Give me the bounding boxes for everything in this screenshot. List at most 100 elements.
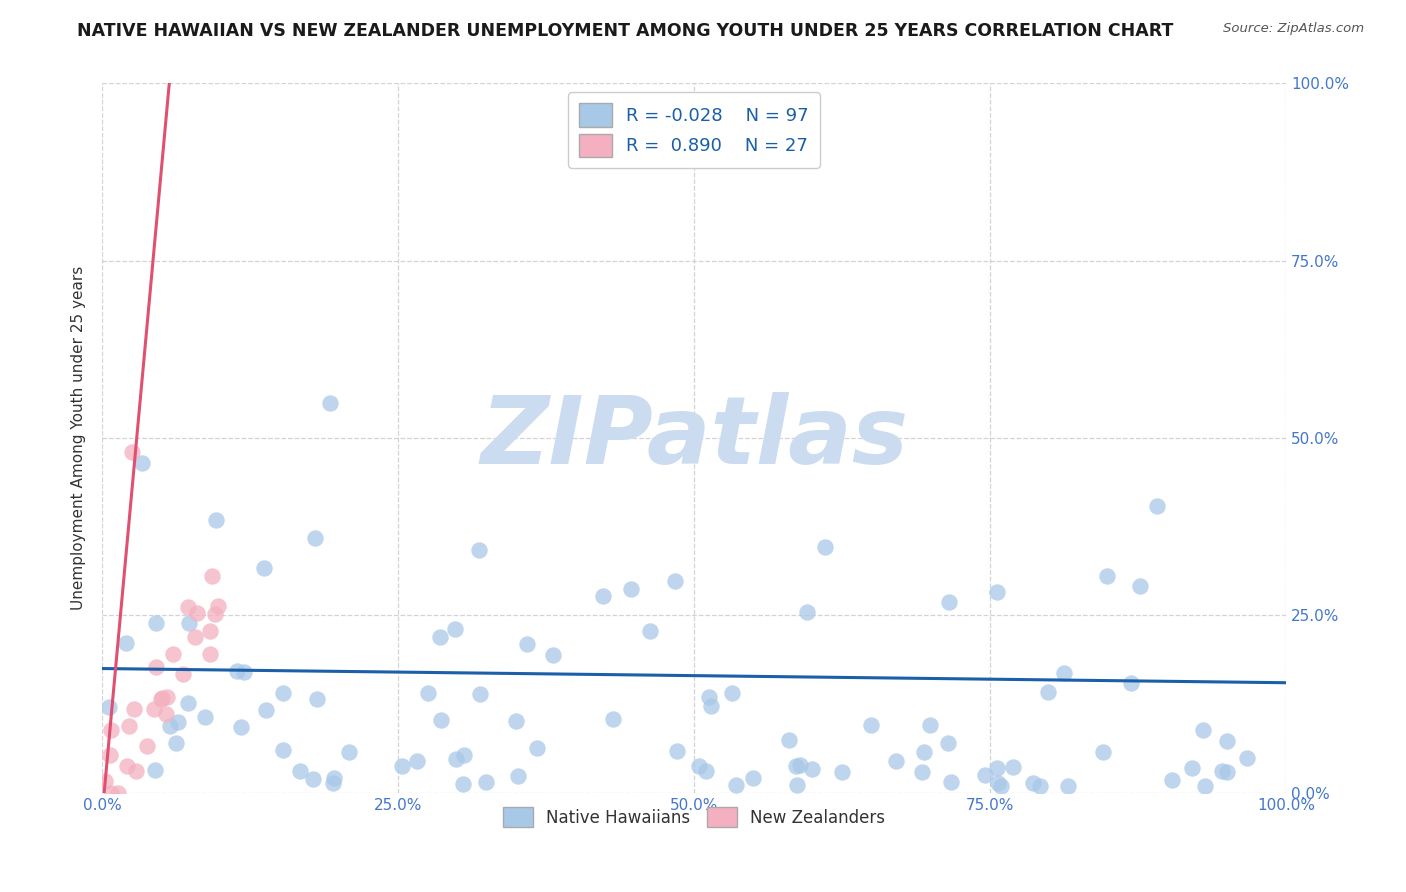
- Point: [1160, 772, 1182, 787]
- Point: [444, 623, 467, 637]
- Point: [166, 715, 188, 730]
- Point: [391, 758, 413, 772]
- Point: [322, 776, 344, 790]
- Point: [884, 754, 907, 768]
- Point: [271, 686, 294, 700]
- Point: [506, 769, 529, 783]
- Point: [1002, 760, 1025, 774]
- Point: [1022, 776, 1045, 790]
- Point: [198, 624, 221, 639]
- Point: [429, 630, 451, 644]
- Point: [337, 745, 360, 759]
- Point: [162, 647, 184, 661]
- Point: [125, 764, 148, 779]
- Point: [1192, 723, 1215, 737]
- Point: [254, 703, 277, 717]
- Point: [973, 768, 995, 782]
- Point: [789, 758, 811, 772]
- Point: [253, 561, 276, 575]
- Point: [725, 778, 748, 792]
- Point: [150, 691, 173, 706]
- Point: [990, 779, 1012, 793]
- Point: [1029, 779, 1052, 793]
- Point: [143, 702, 166, 716]
- Point: [204, 512, 226, 526]
- Point: [912, 745, 935, 759]
- Point: [688, 759, 710, 773]
- Point: [526, 741, 548, 756]
- Point: [117, 759, 139, 773]
- Text: ZIPatlas: ZIPatlas: [479, 392, 908, 484]
- Point: [121, 445, 143, 459]
- Point: [638, 624, 661, 638]
- Point: [94, 774, 117, 789]
- Point: [207, 599, 229, 613]
- Point: [1129, 579, 1152, 593]
- Point: [198, 647, 221, 661]
- Y-axis label: Unemployment Among Youth under 25 years: Unemployment Among Youth under 25 years: [72, 266, 86, 610]
- Point: [720, 685, 742, 699]
- Point: [97, 699, 120, 714]
- Point: [911, 764, 934, 779]
- Point: [1211, 764, 1233, 779]
- Text: Source: ZipAtlas.com: Source: ZipAtlas.com: [1223, 22, 1364, 36]
- Point: [505, 714, 527, 728]
- Point: [1146, 500, 1168, 514]
- Text: NATIVE HAWAIIAN VS NEW ZEALANDER UNEMPLOYMENT AMONG YOUTH UNDER 25 YEARS CORRELA: NATIVE HAWAIIAN VS NEW ZEALANDER UNEMPLO…: [77, 22, 1174, 40]
- Point: [322, 771, 344, 785]
- Point: [1052, 666, 1074, 681]
- Point: [150, 691, 173, 706]
- Point: [831, 764, 853, 779]
- Point: [1181, 761, 1204, 775]
- Point: [451, 777, 474, 791]
- Point: [430, 713, 453, 727]
- Point: [201, 569, 224, 583]
- Point: [602, 712, 624, 726]
- Point: [98, 748, 121, 763]
- Point: [416, 686, 439, 700]
- Point: [232, 665, 254, 679]
- Point: [695, 764, 717, 778]
- Point: [107, 786, 129, 800]
- Point: [801, 762, 824, 776]
- Point: [1194, 779, 1216, 793]
- Point: [918, 717, 941, 731]
- Point: [304, 531, 326, 545]
- Point: [1057, 779, 1080, 793]
- Point: [118, 718, 141, 732]
- Point: [100, 723, 122, 737]
- Point: [177, 600, 200, 615]
- Point: [1216, 734, 1239, 748]
- Point: [986, 585, 1008, 599]
- Point: [541, 648, 564, 662]
- Point: [318, 395, 340, 409]
- Point: [859, 718, 882, 732]
- Point: [665, 744, 688, 758]
- Point: [136, 739, 159, 753]
- Point: [229, 720, 252, 734]
- Point: [177, 615, 200, 630]
- Point: [1121, 676, 1143, 690]
- Point: [143, 764, 166, 778]
- Point: [406, 754, 429, 768]
- Point: [172, 666, 194, 681]
- Point: [778, 733, 800, 747]
- Point: [453, 748, 475, 763]
- Point: [159, 719, 181, 733]
- Legend: Native Hawaiians, New Zealanders: Native Hawaiians, New Zealanders: [496, 800, 891, 834]
- Point: [785, 759, 807, 773]
- Point: [987, 776, 1010, 790]
- Point: [468, 543, 491, 558]
- Point: [145, 660, 167, 674]
- Point: [697, 690, 720, 704]
- Point: [156, 690, 179, 705]
- Point: [475, 774, 498, 789]
- Point: [115, 636, 138, 650]
- Point: [131, 456, 153, 470]
- Point: [271, 743, 294, 757]
- Point: [183, 630, 205, 644]
- Point: [194, 710, 217, 724]
- Point: [145, 616, 167, 631]
- Point: [1095, 569, 1118, 583]
- Point: [814, 541, 837, 555]
